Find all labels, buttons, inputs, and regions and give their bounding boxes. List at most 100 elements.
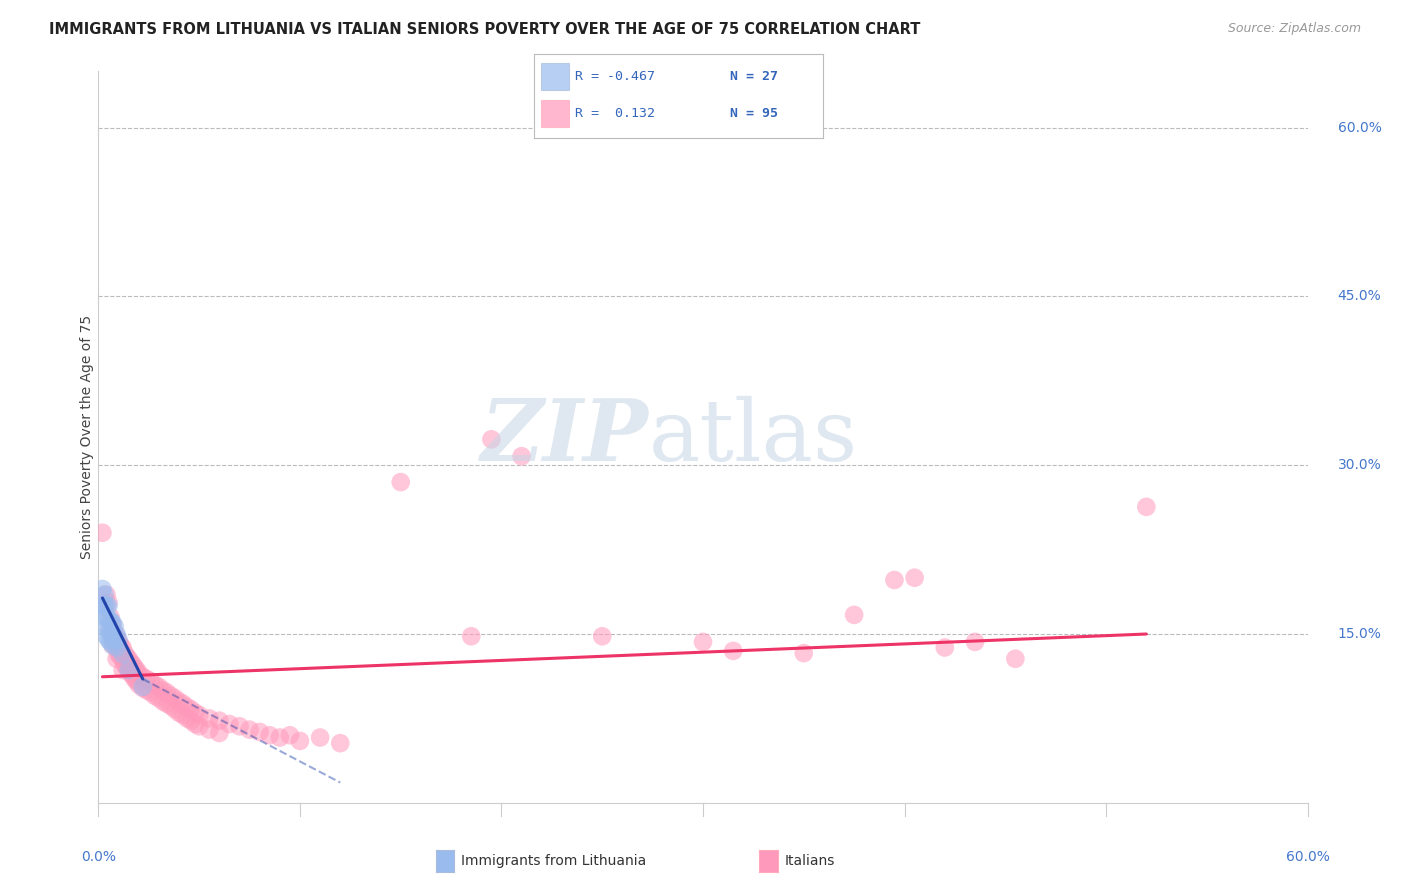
Point [107, 635, 129, 649]
Point [249, 725, 271, 739]
Point [100, 621, 122, 635]
Point [156, 685, 179, 699]
Point [107, 632, 129, 647]
Point [97, 621, 120, 635]
Point [269, 731, 291, 745]
Point [148, 691, 170, 706]
Text: 60.0%: 60.0% [1339, 120, 1382, 135]
Point [100, 624, 122, 639]
Point [100, 635, 122, 649]
Point [163, 702, 186, 716]
Point [93, 599, 115, 613]
Text: IMMIGRANTS FROM LITHUANIA VS ITALIAN SENIORS POVERTY OVER THE AGE OF 75 CORRELAT: IMMIGRANTS FROM LITHUANIA VS ITALIAN SEN… [49, 22, 921, 37]
Point [172, 697, 194, 711]
Point [121, 668, 143, 682]
Point [180, 702, 202, 716]
Point [124, 672, 146, 686]
Point [934, 640, 956, 655]
Point [101, 638, 124, 652]
Point [723, 644, 745, 658]
Point [120, 666, 142, 681]
Point [105, 629, 128, 643]
Point [218, 717, 240, 731]
Point [132, 670, 155, 684]
Point [111, 640, 134, 655]
Point [329, 736, 352, 750]
Point [114, 657, 136, 672]
Point [111, 647, 134, 661]
Point [115, 661, 138, 675]
Point [132, 680, 155, 694]
Point [128, 666, 150, 681]
Point [97, 632, 120, 647]
Point [93, 588, 115, 602]
Point [93, 610, 115, 624]
Point [288, 734, 311, 748]
Point [143, 689, 166, 703]
Point [125, 674, 148, 689]
Point [118, 663, 141, 677]
Point [510, 449, 533, 463]
Point [1004, 652, 1026, 666]
Point [176, 711, 198, 725]
Text: 0.0%: 0.0% [82, 850, 115, 864]
Point [115, 649, 138, 664]
Text: atlas: atlas [648, 395, 858, 479]
Point [152, 683, 174, 698]
Point [152, 694, 174, 708]
Point [125, 663, 148, 677]
Point [793, 646, 815, 660]
Y-axis label: Seniors Poverty Over the Age of 75: Seniors Poverty Over the Age of 75 [80, 315, 94, 559]
Point [160, 699, 183, 714]
Point [96, 599, 118, 613]
Point [101, 615, 124, 630]
Point [110, 638, 132, 652]
Text: 15.0%: 15.0% [1339, 627, 1382, 641]
Point [139, 674, 162, 689]
Point [228, 719, 250, 733]
Point [156, 697, 179, 711]
Point [160, 689, 183, 703]
Point [883, 573, 905, 587]
Point [111, 663, 134, 677]
Point [91, 582, 114, 596]
Point [118, 652, 141, 666]
Point [105, 640, 128, 655]
Point [460, 629, 482, 643]
Point [135, 672, 157, 686]
Point [389, 475, 412, 489]
Point [148, 680, 170, 694]
Point [105, 652, 128, 666]
Point [591, 629, 613, 643]
Point [103, 632, 125, 647]
Text: 60.0%: 60.0% [1285, 850, 1330, 864]
Point [167, 706, 190, 720]
Text: N = 95: N = 95 [730, 107, 779, 120]
Point [101, 627, 124, 641]
Point [844, 607, 866, 622]
Point [278, 728, 301, 742]
Point [176, 700, 198, 714]
Point [91, 599, 114, 613]
Text: Italians: Italians [785, 855, 835, 868]
Point [110, 649, 132, 664]
Point [180, 714, 202, 728]
Point [128, 678, 150, 692]
Point [96, 621, 118, 635]
Point [692, 635, 714, 649]
Point [198, 711, 221, 725]
Text: N = 27: N = 27 [730, 70, 779, 83]
Text: Source: ZipAtlas.com: Source: ZipAtlas.com [1227, 22, 1361, 36]
Text: 45.0%: 45.0% [1339, 289, 1382, 303]
Point [100, 610, 122, 624]
Point [91, 525, 114, 540]
Point [163, 691, 186, 706]
Point [143, 678, 166, 692]
Point [481, 433, 503, 447]
Point [114, 646, 136, 660]
Point [309, 731, 332, 745]
Point [259, 728, 281, 742]
Point [101, 629, 124, 643]
Point [965, 635, 987, 649]
Point [96, 588, 118, 602]
